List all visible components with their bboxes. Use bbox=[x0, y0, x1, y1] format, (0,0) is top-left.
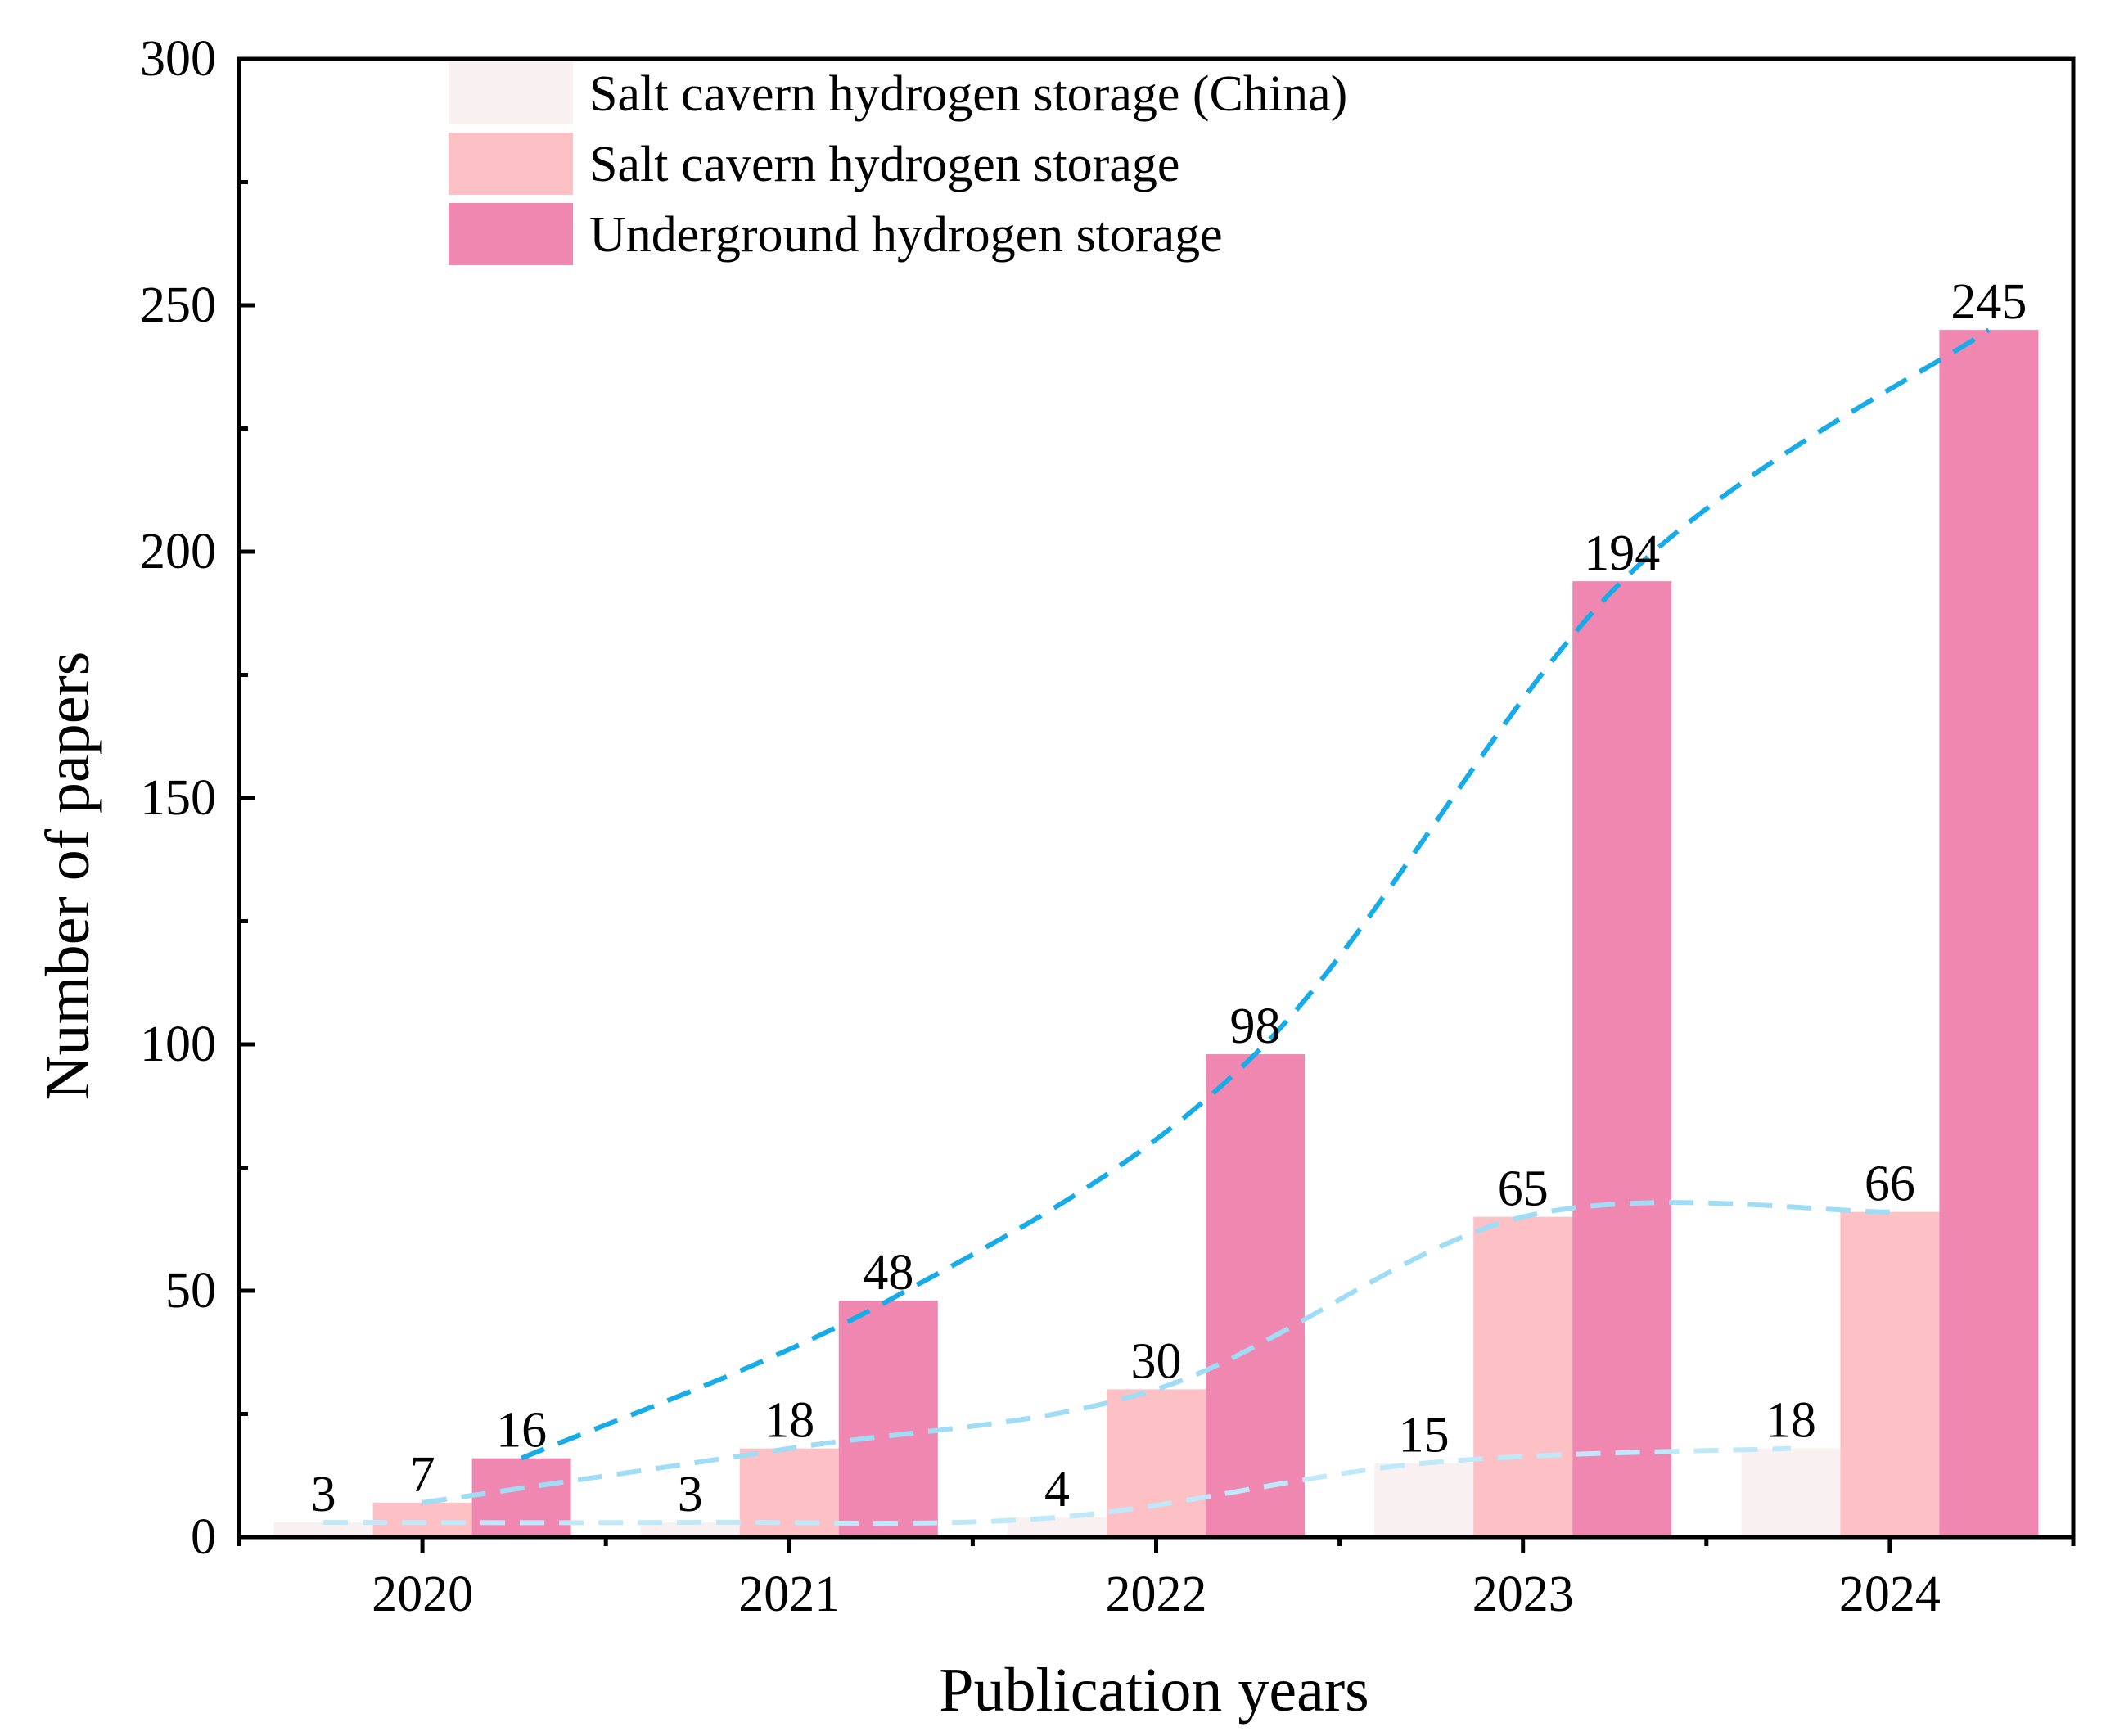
y-tick-label: 150 bbox=[140, 770, 216, 826]
bar bbox=[640, 1522, 740, 1537]
data-label: 18 bbox=[1766, 1393, 1816, 1449]
bar bbox=[273, 1522, 373, 1537]
axes-layer: 0 50 100 150 200 250 300 2020 2021 2022 2023 2024 bbox=[140, 31, 2076, 1622]
trend-line bbox=[323, 1445, 1792, 1526]
x-axis-title: Publication years bbox=[939, 1656, 1369, 1725]
data-label: 48 bbox=[863, 1245, 913, 1301]
y-tick-label: 250 bbox=[140, 277, 216, 333]
data-label: 18 bbox=[764, 1393, 814, 1449]
bar bbox=[1572, 581, 1672, 1537]
data-label: 245 bbox=[1950, 274, 2027, 330]
trend-line bbox=[422, 1200, 1890, 1505]
y-axis-title: Number of papers bbox=[34, 652, 102, 1101]
bar bbox=[1106, 1389, 1206, 1537]
x-tick-label: 2020 bbox=[372, 1567, 473, 1622]
bar bbox=[838, 1301, 938, 1537]
bar bbox=[372, 1502, 472, 1537]
legend-swatch bbox=[449, 203, 573, 265]
data-label: 30 bbox=[1131, 1333, 1182, 1389]
data-label: 65 bbox=[1498, 1161, 1549, 1217]
bar bbox=[1374, 1463, 1474, 1537]
data-label: 66 bbox=[1865, 1157, 1915, 1212]
bars-layer bbox=[273, 330, 2039, 1538]
bar bbox=[1206, 1054, 1306, 1537]
data-label: 4 bbox=[1044, 1462, 1070, 1517]
data-label: 15 bbox=[1399, 1408, 1450, 1463]
x-tick-label: 2021 bbox=[738, 1567, 840, 1622]
bar bbox=[1741, 1448, 1841, 1537]
bar bbox=[1939, 330, 2039, 1538]
y-tick-label: 50 bbox=[165, 1263, 216, 1319]
y-tick-label: 300 bbox=[140, 31, 216, 87]
y-tick-label: 200 bbox=[140, 524, 216, 579]
legend-swatch bbox=[449, 62, 573, 124]
x-tick-label: 2023 bbox=[1472, 1567, 1574, 1622]
data-label: 98 bbox=[1230, 999, 1281, 1054]
data-label: 3 bbox=[311, 1467, 336, 1522]
legend-label: Salt cavern hydrogen storage bbox=[589, 137, 1179, 192]
legend-swatch bbox=[449, 133, 573, 195]
x-tick-label: 2022 bbox=[1106, 1567, 1207, 1622]
bar bbox=[1007, 1517, 1107, 1537]
data-label: 3 bbox=[678, 1467, 703, 1522]
data-label: 16 bbox=[496, 1403, 547, 1459]
bar bbox=[1840, 1211, 1940, 1537]
bar bbox=[739, 1448, 839, 1537]
trend-line bbox=[520, 327, 1991, 1461]
data-label: 194 bbox=[1584, 525, 1660, 581]
y-tick-label: 100 bbox=[140, 1017, 216, 1072]
bar bbox=[471, 1458, 571, 1537]
legend: Salt cavern hydrogen storage (China) Salt… bbox=[449, 62, 1347, 265]
x-tick-label: 2024 bbox=[1839, 1567, 1941, 1622]
trend-lines-layer bbox=[323, 327, 1991, 1526]
legend-label: Salt cavern hydrogen storage (China) bbox=[589, 66, 1347, 122]
bar bbox=[1473, 1216, 1573, 1537]
data-label: 7 bbox=[410, 1447, 435, 1503]
legend-label: Underground hydrogen storage bbox=[589, 207, 1223, 263]
y-tick-label: 0 bbox=[191, 1509, 216, 1565]
plot-frame bbox=[237, 56, 2076, 1540]
data-labels-layer: 3 7 16 3 18 48 4 30 98 15 65 194 18 66 245 bbox=[311, 274, 2027, 1522]
